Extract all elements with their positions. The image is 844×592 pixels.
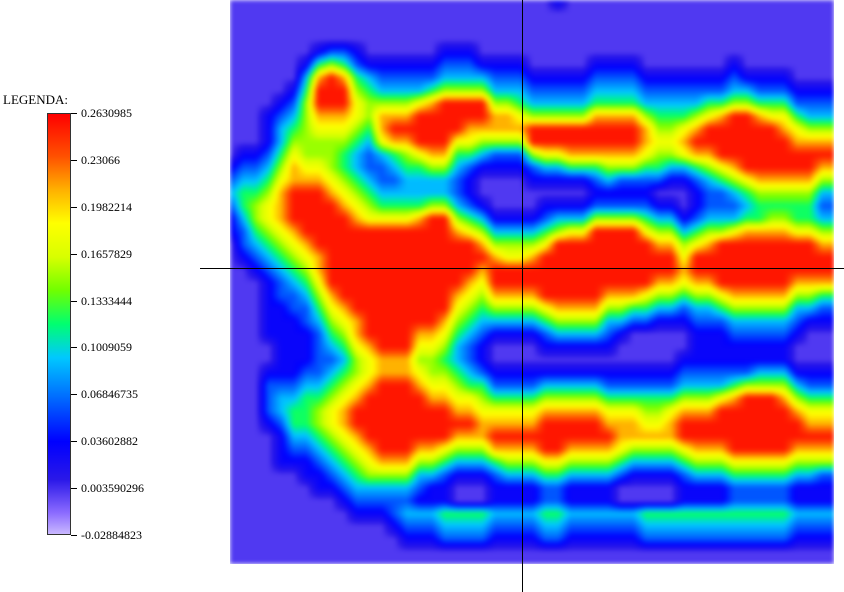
legend-tick: 0.03602882 xyxy=(71,441,138,442)
tick-mark xyxy=(71,394,77,395)
legend-tick: 0.23066 xyxy=(71,160,120,161)
legend-tick: 0.1333444 xyxy=(71,301,132,302)
tick-mark xyxy=(71,254,77,255)
tick-label: -0.02884823 xyxy=(81,528,142,543)
legend-tick: 0.1982214 xyxy=(71,207,132,208)
tick-mark xyxy=(71,441,77,442)
heatmap-area xyxy=(230,0,834,564)
tick-label: 0.2630985 xyxy=(81,106,132,121)
legend-tick: 0.2630985 xyxy=(71,113,132,114)
tick-label: 0.003590296 xyxy=(81,481,144,496)
tick-label: 0.06846735 xyxy=(81,387,138,402)
tick-label: 0.1333444 xyxy=(81,294,132,309)
legend-tick: 0.003590296 xyxy=(71,488,144,489)
legend-tick: 0.1009059 xyxy=(71,347,132,348)
legend-tick: 0.1657829 xyxy=(71,254,132,255)
legend-tick: -0.02884823 xyxy=(71,535,142,536)
legend-colorbar-gradient xyxy=(48,114,70,534)
legend-tick: 0.06846735 xyxy=(71,394,138,395)
tick-mark xyxy=(71,160,77,161)
tick-label: 0.23066 xyxy=(81,153,120,168)
tick-mark xyxy=(71,113,77,114)
tick-mark xyxy=(71,301,77,302)
tick-label: 0.03602882 xyxy=(81,434,138,449)
tick-mark xyxy=(71,347,77,348)
tick-label: 0.1657829 xyxy=(81,247,132,262)
tick-mark xyxy=(71,535,77,536)
heatmap-canvas xyxy=(230,0,834,564)
tick-label: 0.1982214 xyxy=(81,200,132,215)
crosshair-vertical xyxy=(522,0,523,592)
legend-colorbar xyxy=(47,113,71,535)
tick-mark xyxy=(71,488,77,489)
tick-mark xyxy=(71,207,77,208)
tick-label: 0.1009059 xyxy=(81,340,132,355)
legend-title: LEGENDA: xyxy=(3,92,68,108)
